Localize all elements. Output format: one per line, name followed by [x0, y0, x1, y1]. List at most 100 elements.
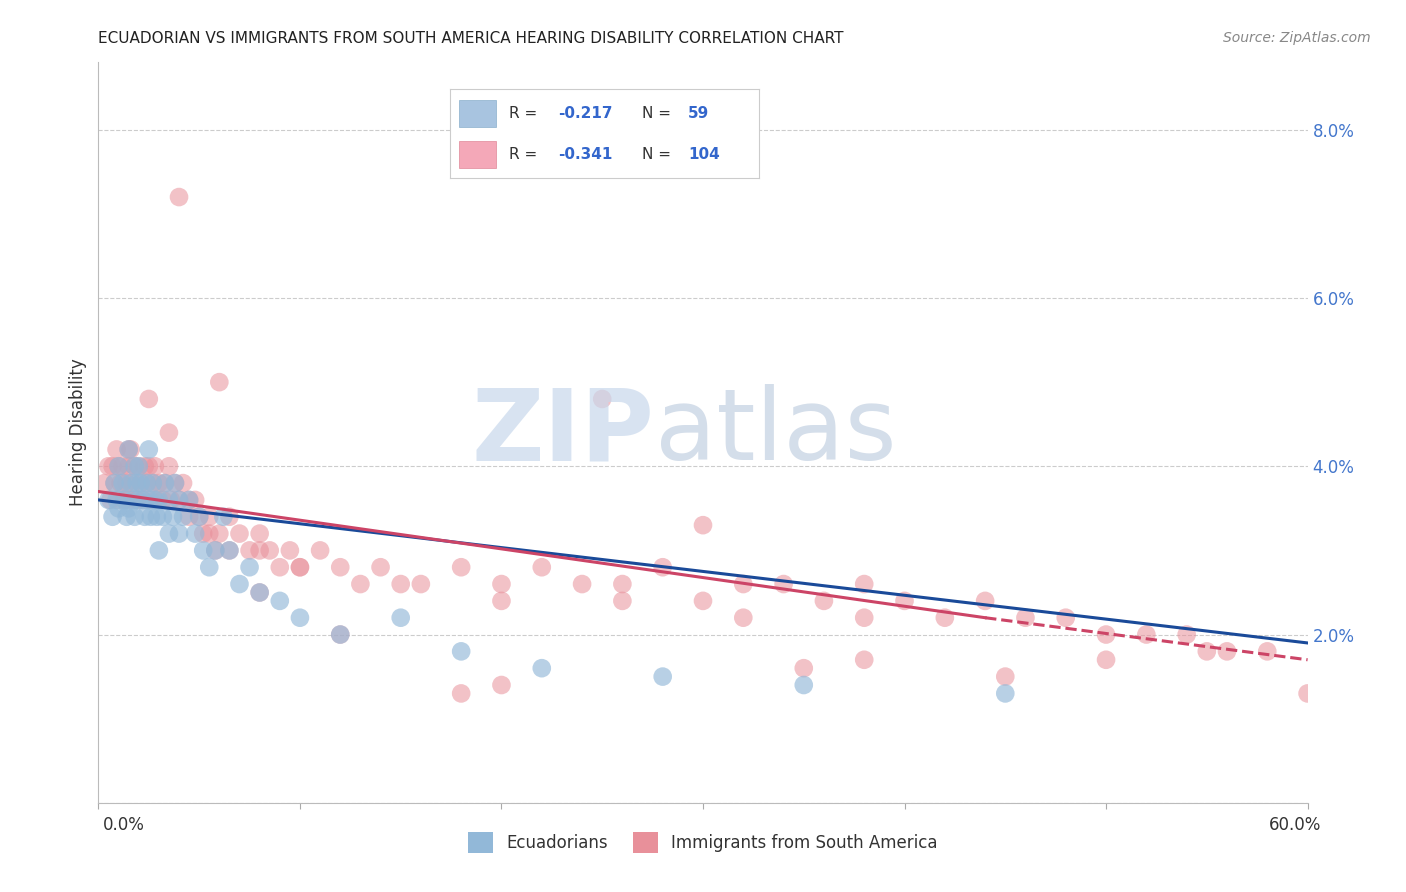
Point	[142, 476, 165, 491]
Text: N =: N =	[641, 106, 675, 120]
Point	[733, 610, 755, 624]
Text: R =: R =	[509, 147, 541, 161]
Point	[612, 577, 634, 591]
Point	[118, 501, 141, 516]
Point	[1095, 627, 1118, 641]
Point	[138, 459, 160, 474]
Point	[152, 509, 174, 524]
Point	[450, 686, 472, 700]
Point	[160, 492, 183, 507]
Point	[138, 392, 160, 406]
Bar	[460, 141, 496, 168]
Point	[179, 509, 201, 524]
Point	[153, 476, 176, 491]
Point	[853, 577, 876, 591]
Point	[450, 644, 472, 658]
Point	[1296, 686, 1319, 700]
Point	[692, 594, 714, 608]
Text: Source: ZipAtlas.com: Source: ZipAtlas.com	[1223, 31, 1371, 45]
Point	[204, 543, 226, 558]
Point	[228, 577, 250, 591]
Point	[278, 543, 301, 558]
Point	[114, 492, 136, 507]
Point	[329, 627, 352, 641]
Point	[179, 492, 201, 507]
Point	[146, 509, 169, 524]
Point	[288, 610, 311, 624]
Point	[105, 442, 128, 457]
Point	[329, 627, 352, 641]
Text: 0.0%: 0.0%	[103, 816, 145, 834]
Text: 60.0%: 60.0%	[1270, 816, 1322, 834]
Point	[118, 442, 141, 457]
Point	[198, 526, 221, 541]
Point	[118, 442, 141, 457]
Point	[1054, 610, 1077, 624]
Point	[853, 610, 876, 624]
Point	[1195, 644, 1218, 658]
Point	[651, 560, 673, 574]
Point	[143, 492, 166, 507]
Point	[105, 492, 128, 507]
Point	[389, 577, 412, 591]
Point	[134, 509, 156, 524]
Point	[188, 509, 211, 524]
Point	[134, 459, 156, 474]
Point	[167, 190, 190, 204]
Point	[115, 509, 138, 524]
Point	[125, 492, 148, 507]
Point	[128, 459, 150, 474]
Point	[188, 509, 211, 524]
Point	[146, 492, 169, 507]
Point	[107, 459, 129, 474]
Point	[228, 526, 250, 541]
Point	[100, 492, 122, 507]
Point	[239, 560, 262, 574]
Point	[450, 560, 472, 574]
Point	[128, 459, 150, 474]
Point	[115, 476, 138, 491]
Point	[184, 492, 207, 507]
Point	[118, 492, 141, 507]
Point	[208, 375, 231, 389]
Point	[1175, 627, 1198, 641]
Point	[124, 459, 146, 474]
Point	[148, 476, 170, 491]
Point	[218, 509, 240, 524]
Text: 59: 59	[688, 106, 710, 120]
Point	[249, 585, 271, 599]
Point	[163, 476, 186, 491]
Point	[198, 560, 221, 574]
Point	[121, 476, 143, 491]
Point	[204, 543, 226, 558]
Point	[793, 678, 815, 692]
Point	[93, 476, 115, 491]
Point	[218, 543, 240, 558]
Point	[370, 560, 392, 574]
Point	[259, 543, 281, 558]
Point	[103, 476, 125, 491]
Point	[172, 476, 194, 491]
Point	[249, 526, 271, 541]
Point	[172, 509, 194, 524]
Point	[198, 509, 221, 524]
Point	[157, 526, 180, 541]
Point	[139, 492, 162, 507]
Point	[692, 518, 714, 533]
Point	[813, 594, 835, 608]
Point	[184, 526, 207, 541]
Text: -0.341: -0.341	[558, 147, 613, 161]
Point	[994, 670, 1017, 684]
Text: R =: R =	[509, 106, 541, 120]
Point	[288, 560, 311, 574]
Point	[994, 686, 1017, 700]
Point	[101, 459, 124, 474]
Point	[111, 476, 134, 491]
Point	[157, 492, 180, 507]
Point	[135, 476, 157, 491]
Point	[138, 442, 160, 457]
Point	[97, 459, 120, 474]
Point	[138, 492, 160, 507]
Point	[491, 577, 513, 591]
Point	[1135, 627, 1157, 641]
